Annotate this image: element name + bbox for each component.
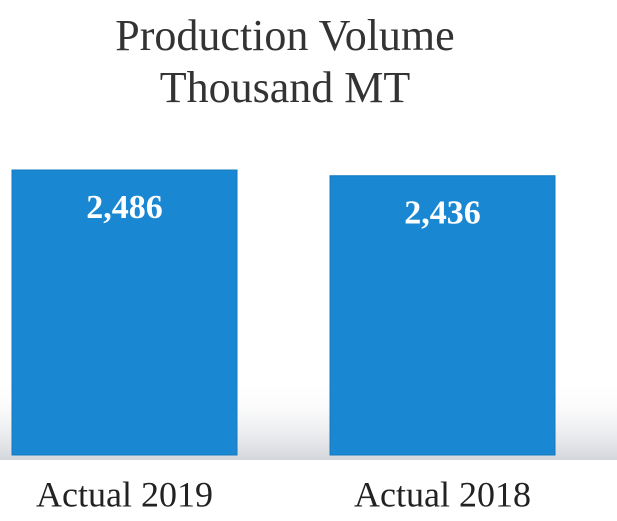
bar — [11, 169, 238, 456]
data-label: 2,486 — [86, 189, 163, 226]
x-tick-label: Actual 2019 — [36, 474, 213, 514]
chart-title: Production Volume — [115, 11, 454, 60]
data-label: 2,436 — [404, 195, 481, 232]
x-tick-label: Actual 2018 — [354, 474, 531, 514]
bar — [329, 175, 556, 456]
chart-subtitle: Thousand MT — [160, 63, 411, 112]
